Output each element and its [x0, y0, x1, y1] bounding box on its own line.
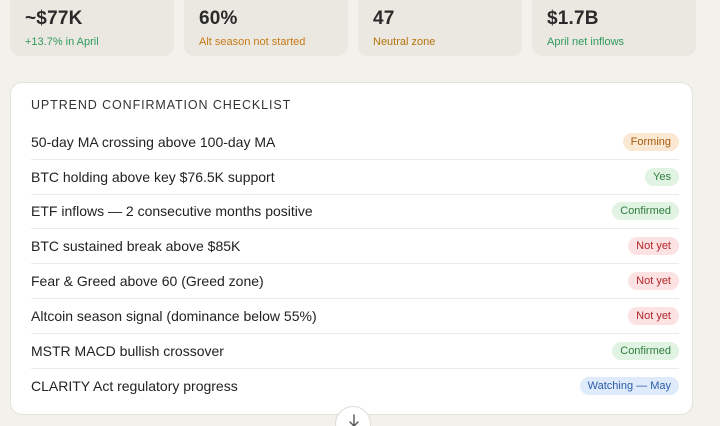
- checklist-item-label: BTC sustained break above $85K: [31, 238, 241, 255]
- checklist-row: MSTR MACD bullish crossover Confirmed: [31, 334, 679, 369]
- checklist-item-label: MSTR MACD bullish crossover: [31, 342, 224, 359]
- stat-value: $1.7B: [547, 8, 599, 29]
- stat-subtext: Neutral zone: [373, 36, 436, 48]
- checklist-row: Altcoin season signal (dominance below 5…: [31, 299, 679, 334]
- status-badge: Not yet: [628, 272, 679, 291]
- status-badge: Confirmed: [612, 341, 679, 360]
- stat-card-dominance: 60% Alt season not started: [184, 0, 348, 56]
- stat-card-fear-greed: 47 Neutral zone: [358, 0, 522, 56]
- stat-card-btc-price: ~$77K +13.7% in April: [10, 0, 174, 56]
- checklist-item-label: ETF inflows — 2 consecutive months posit…: [31, 203, 313, 220]
- checklist-row: BTC holding above key $76.5K support Yes: [31, 160, 679, 195]
- status-badge: Yes: [645, 167, 679, 186]
- checklist-row: Fear & Greed above 60 (Greed zone) Not y…: [31, 264, 679, 299]
- status-badge: Not yet: [628, 306, 679, 325]
- checklist-list: 50-day MA crossing above 100-day MA Form…: [31, 125, 679, 403]
- status-badge: Watching — May: [579, 376, 679, 395]
- checklist-row: CLARITY Act regulatory progress Watching…: [31, 369, 679, 404]
- checklist-item-label: Fear & Greed above 60 (Greed zone): [31, 273, 264, 290]
- checklist-row: 50-day MA crossing above 100-day MA Form…: [31, 125, 679, 160]
- checklist-title: UPTREND CONFIRMATION CHECKLIST: [31, 98, 292, 112]
- stat-subtext: April net inflows: [547, 36, 625, 48]
- checklist-row: ETF inflows — 2 consecutive months posit…: [31, 195, 679, 230]
- stat-subtext: Alt season not started: [199, 36, 306, 48]
- arrow-down-icon: [349, 414, 359, 426]
- stat-value: 60%: [199, 8, 238, 29]
- status-badge: Forming: [622, 132, 679, 151]
- checklist-item-label: BTC holding above key $76.5K support: [31, 168, 275, 185]
- stat-value: ~$77K: [25, 8, 83, 29]
- checklist-item-label: CLARITY Act regulatory progress: [31, 377, 238, 394]
- stat-value: 47: [373, 8, 395, 29]
- stat-card-etf-flows: $1.7B April net inflows: [532, 0, 696, 56]
- checklist-row: BTC sustained break above $85K Not yet: [31, 229, 679, 265]
- status-badge: Confirmed: [612, 202, 679, 221]
- checklist-card: UPTREND CONFIRMATION CHECKLIST 50-day MA…: [10, 82, 693, 415]
- stat-subtext: +13.7% in April: [25, 36, 99, 48]
- checklist-item-label: Altcoin season signal (dominance below 5…: [31, 307, 317, 324]
- status-badge: Not yet: [628, 237, 679, 256]
- checklist-item-label: 50-day MA crossing above 100-day MA: [31, 133, 276, 150]
- stats-row: ~$77K +13.7% in April 60% Alt season not…: [10, 0, 696, 56]
